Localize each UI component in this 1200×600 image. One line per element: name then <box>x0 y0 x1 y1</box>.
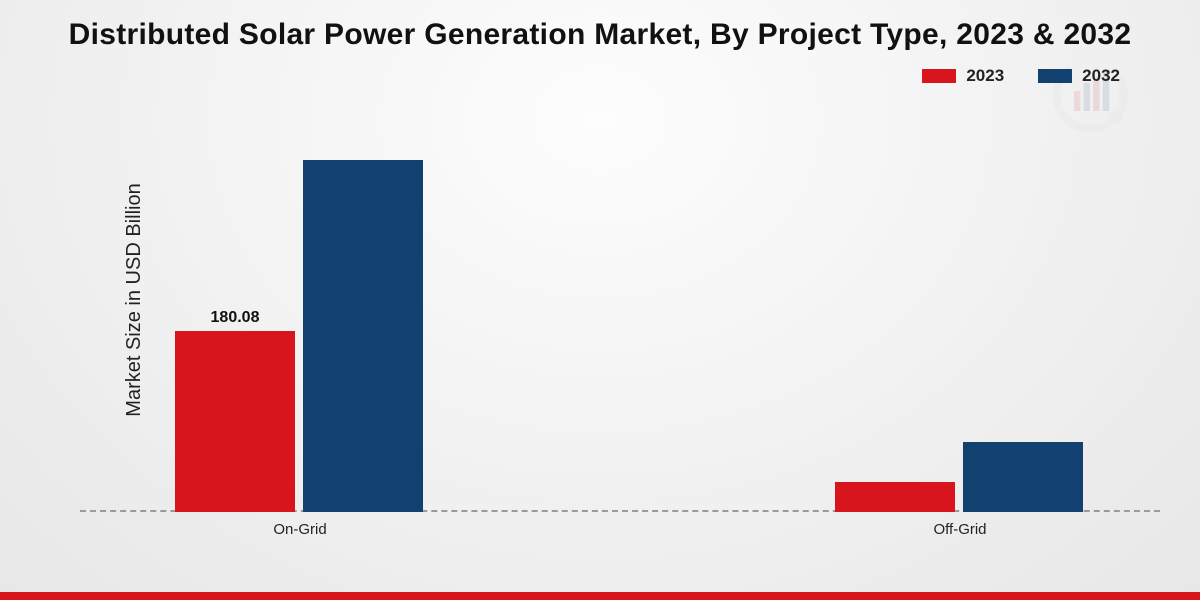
bar-group-off-grid <box>835 442 1083 512</box>
legend-item-2032: 2032 <box>1038 66 1120 86</box>
legend-label-2023: 2023 <box>966 66 1004 86</box>
legend-swatch-2023 <box>922 69 956 83</box>
bar-off-grid-2032 <box>963 442 1083 512</box>
legend: 2023 2032 <box>922 66 1120 86</box>
plot-area: 180.08 On-Grid Off-Grid <box>80 110 1160 540</box>
category-label-off-grid: Off-Grid <box>933 521 986 538</box>
footer-accent-bar <box>0 592 1200 600</box>
legend-item-2023: 2023 <box>922 66 1004 86</box>
category-label-on-grid: On-Grid <box>273 521 326 538</box>
bar-off-grid-2023 <box>835 482 955 512</box>
chart-canvas: Distributed Solar Power Generation Marke… <box>0 0 1200 600</box>
chart-title: Distributed Solar Power Generation Marke… <box>0 18 1200 52</box>
bar-label-on-grid-2023: 180.08 <box>211 309 260 327</box>
legend-swatch-2032 <box>1038 69 1072 83</box>
bar-group-on-grid: 180.08 <box>175 160 423 512</box>
legend-label-2032: 2032 <box>1082 66 1120 86</box>
bar-on-grid-2023: 180.08 <box>175 331 295 512</box>
bar-on-grid-2032 <box>303 160 423 512</box>
